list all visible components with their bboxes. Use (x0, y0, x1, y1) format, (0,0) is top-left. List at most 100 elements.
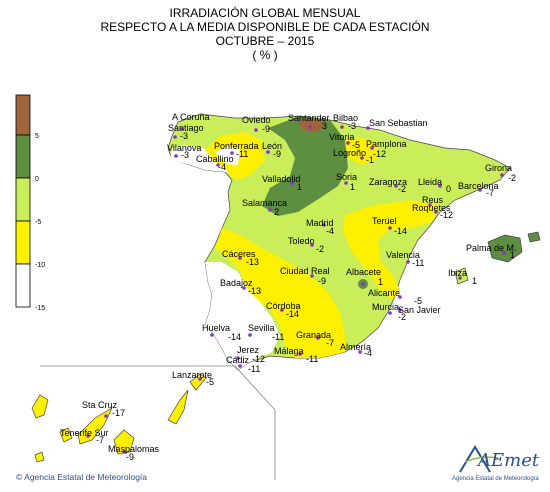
station-marker (340, 125, 344, 129)
station-marker (406, 260, 410, 264)
station: Cádiz-11 (226, 355, 260, 374)
station: Santiago-3 (168, 123, 204, 141)
station-name: Santiago (168, 123, 204, 133)
station-value: -2 (398, 184, 406, 194)
station-marker (298, 352, 302, 356)
station-value: -14 (286, 309, 299, 319)
station-name: Santander (288, 113, 330, 123)
station-name: Bilbao (333, 113, 358, 123)
station-value: 1 (510, 250, 515, 260)
station: Valencia-11 (386, 250, 424, 268)
station-value: -3 (180, 131, 188, 141)
map-title-line3: OCTUBRE – 2015 (215, 34, 315, 48)
station-marker (268, 208, 272, 212)
legend: 5 0 -5 -10 -15 (15, 94, 45, 312)
station-value: -9 (273, 149, 281, 159)
station-marker (478, 188, 482, 192)
station: Girona-2 (485, 163, 516, 183)
station: Ciudad Real-9 (280, 266, 330, 286)
station: Caballino-4 (196, 154, 234, 172)
station: Madrid-4 (306, 218, 334, 236)
station-marker (458, 276, 462, 280)
station-value: -11 (412, 258, 424, 268)
station-name: Madrid (306, 218, 334, 228)
island-el-hierro (34, 451, 45, 463)
station: Oviedo-9 (242, 115, 271, 134)
area-east-yellow (343, 200, 440, 300)
station-name: Caballino (196, 154, 234, 164)
station-value: -2 (316, 244, 324, 254)
station: León-9 (262, 141, 282, 159)
island-gran-canaria (113, 429, 135, 455)
station: Almería-4 (340, 342, 372, 358)
station-value: -4 (326, 226, 334, 236)
island-tenerife (77, 407, 113, 445)
station: Roquetes-12 (412, 203, 453, 220)
station-name: Huelva (202, 323, 230, 333)
station-name: Girona (485, 163, 512, 173)
station-name: Sta Cruz (82, 400, 118, 410)
station-marker (180, 127, 184, 131)
station-marker (502, 251, 506, 255)
station: Granada-7 (296, 330, 334, 348)
station-name: Pamplona (366, 139, 407, 149)
station-marker (434, 210, 438, 214)
station-name: Ponferrada (214, 141, 259, 151)
station: San Sebastian (366, 118, 428, 130)
aemet-logo-text: AEmet (478, 450, 540, 471)
station-marker (388, 226, 392, 230)
station-marker (500, 173, 504, 177)
legend-tick-minus10: -10 (35, 262, 45, 269)
island-ibiza (454, 267, 469, 285)
station-value: 3 (322, 121, 327, 131)
station-name: Zaragoza (369, 177, 407, 187)
station-value: -5 (414, 296, 422, 306)
station-marker (210, 333, 214, 337)
station-marker (394, 184, 398, 188)
station: Lanzarote-5 (172, 370, 214, 387)
legend-swatch-minus5-to-0 (15, 177, 31, 222)
station: A Coruña (172, 112, 210, 131)
legend-tick-5: 5 (35, 133, 39, 140)
station-value: -2 (398, 312, 406, 322)
legend-swatch-minus10-to-minus5 (15, 220, 31, 265)
station-name: Jerez (237, 345, 260, 355)
station-marker (290, 181, 294, 185)
station-name: Cádiz (226, 355, 250, 365)
station-name: Ciudad Real (280, 266, 330, 276)
station-marker (254, 128, 258, 132)
station-marker (310, 274, 314, 278)
station-value: -12 (373, 149, 386, 159)
legend-swatch-above-5 (15, 94, 31, 136)
station-value: 1 (472, 276, 477, 286)
aemet-logo (459, 445, 499, 473)
station-name: Albacete (346, 267, 381, 277)
area-santander-brown (298, 118, 325, 132)
station-name: Vilanova (167, 143, 201, 153)
station-value: -17 (112, 408, 125, 418)
station-name: Sevilla (248, 323, 275, 333)
island-mallorca (487, 234, 523, 263)
station-name: Alicante (368, 288, 400, 298)
station-value: -4 (364, 348, 372, 358)
station-marker (308, 125, 312, 129)
station: Jerez-12 (236, 345, 265, 364)
station-name: Oviedo (242, 115, 271, 125)
station-value: 2 (274, 207, 279, 217)
map-title-line2: RESPECTO A LA MEDIA DISPONIBLE DE CADA E… (100, 20, 430, 34)
station-value: -1 (366, 155, 374, 165)
station-marker (198, 377, 202, 381)
station-name: A Coruña (172, 112, 210, 122)
station-value: -3 (348, 121, 356, 131)
station-marker (366, 126, 370, 130)
station-marker (122, 450, 126, 454)
station-name: Granada (296, 330, 331, 340)
station: Teruel-14 (372, 216, 407, 236)
map-title-line4: ( % ) (252, 48, 278, 62)
station-marker (346, 141, 350, 145)
